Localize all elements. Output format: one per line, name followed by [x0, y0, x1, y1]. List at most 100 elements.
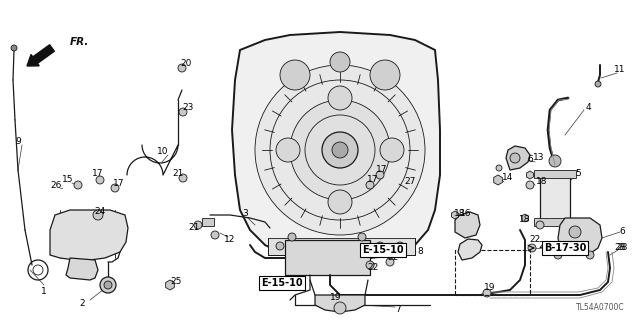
Circle shape	[11, 45, 17, 51]
Text: 12: 12	[224, 236, 236, 244]
Circle shape	[331, 299, 339, 307]
Text: 6: 6	[527, 156, 533, 164]
Text: 6: 6	[619, 228, 625, 236]
Text: 8: 8	[417, 247, 423, 257]
Polygon shape	[558, 218, 602, 255]
Text: 22: 22	[538, 241, 550, 250]
Bar	[455, 250, 530, 295]
Circle shape	[100, 277, 116, 293]
Circle shape	[296, 242, 304, 250]
Circle shape	[569, 226, 581, 238]
Circle shape	[554, 251, 562, 259]
Text: 18: 18	[519, 215, 531, 225]
Circle shape	[74, 181, 82, 189]
Text: 19: 19	[484, 284, 496, 292]
Circle shape	[386, 244, 394, 252]
Text: 28: 28	[614, 244, 626, 252]
Text: 5: 5	[575, 170, 581, 179]
Circle shape	[380, 138, 404, 162]
Circle shape	[549, 155, 561, 167]
Circle shape	[194, 221, 202, 229]
Polygon shape	[452, 211, 458, 219]
Circle shape	[483, 289, 491, 297]
Text: TL54A0700C: TL54A0700C	[577, 303, 625, 312]
Circle shape	[290, 100, 390, 200]
Text: 21: 21	[172, 169, 184, 178]
Circle shape	[366, 181, 374, 189]
Polygon shape	[493, 175, 502, 185]
Polygon shape	[506, 146, 530, 170]
Polygon shape	[315, 295, 365, 312]
Text: 16: 16	[460, 210, 472, 219]
Bar	[534, 218, 576, 226]
Bar	[202, 218, 214, 226]
Polygon shape	[522, 214, 529, 222]
Circle shape	[255, 65, 425, 235]
Circle shape	[111, 184, 119, 192]
Text: 10: 10	[157, 148, 169, 156]
Bar	[268, 238, 415, 255]
Circle shape	[328, 86, 352, 110]
Polygon shape	[66, 258, 98, 280]
Text: 22: 22	[387, 253, 399, 262]
Text: 9: 9	[15, 138, 21, 147]
Text: 1: 1	[41, 287, 47, 297]
Circle shape	[179, 108, 187, 116]
Circle shape	[276, 242, 284, 250]
Circle shape	[104, 281, 112, 289]
Circle shape	[356, 242, 364, 250]
Text: 18: 18	[454, 209, 466, 218]
Circle shape	[595, 81, 601, 87]
Text: 13: 13	[533, 154, 545, 163]
Text: 4: 4	[585, 103, 591, 113]
Text: 22: 22	[529, 236, 541, 244]
Circle shape	[396, 242, 404, 250]
Circle shape	[334, 302, 346, 314]
Text: E-15-10: E-15-10	[362, 245, 404, 255]
Polygon shape	[458, 239, 482, 260]
Text: E-15-10: E-15-10	[261, 278, 303, 288]
Polygon shape	[166, 280, 174, 290]
Circle shape	[376, 171, 384, 179]
Circle shape	[288, 233, 296, 241]
Circle shape	[322, 132, 358, 168]
Text: 14: 14	[502, 173, 514, 182]
Circle shape	[93, 210, 103, 220]
Text: 24: 24	[94, 207, 106, 217]
Text: 26: 26	[51, 180, 61, 189]
Text: 28: 28	[616, 243, 628, 252]
Polygon shape	[455, 212, 480, 238]
Text: 23: 23	[182, 103, 194, 113]
Circle shape	[211, 231, 219, 239]
Text: B-17-30: B-17-30	[544, 243, 586, 253]
Text: 22: 22	[367, 262, 379, 271]
Circle shape	[330, 52, 350, 72]
Polygon shape	[232, 32, 440, 260]
Text: 18: 18	[536, 178, 548, 187]
Text: 25: 25	[170, 276, 182, 285]
Circle shape	[276, 138, 300, 162]
FancyArrow shape	[27, 45, 54, 66]
Text: 20: 20	[180, 60, 192, 68]
Text: 17: 17	[113, 179, 125, 188]
Circle shape	[332, 142, 348, 158]
Text: 15: 15	[62, 175, 74, 185]
Circle shape	[96, 176, 104, 184]
Circle shape	[178, 64, 186, 72]
Bar	[534, 170, 576, 178]
Circle shape	[370, 60, 400, 90]
Text: FR.: FR.	[70, 37, 90, 47]
Text: 27: 27	[404, 178, 416, 187]
Polygon shape	[527, 171, 534, 179]
Text: 11: 11	[614, 66, 626, 75]
Text: 17: 17	[376, 165, 388, 174]
Circle shape	[386, 258, 394, 266]
Text: 7: 7	[395, 306, 401, 315]
Circle shape	[586, 251, 594, 259]
Circle shape	[528, 244, 536, 252]
Text: 2: 2	[79, 299, 85, 308]
Bar	[540, 175, 570, 220]
Circle shape	[496, 165, 502, 171]
Circle shape	[376, 242, 384, 250]
Circle shape	[179, 174, 187, 182]
